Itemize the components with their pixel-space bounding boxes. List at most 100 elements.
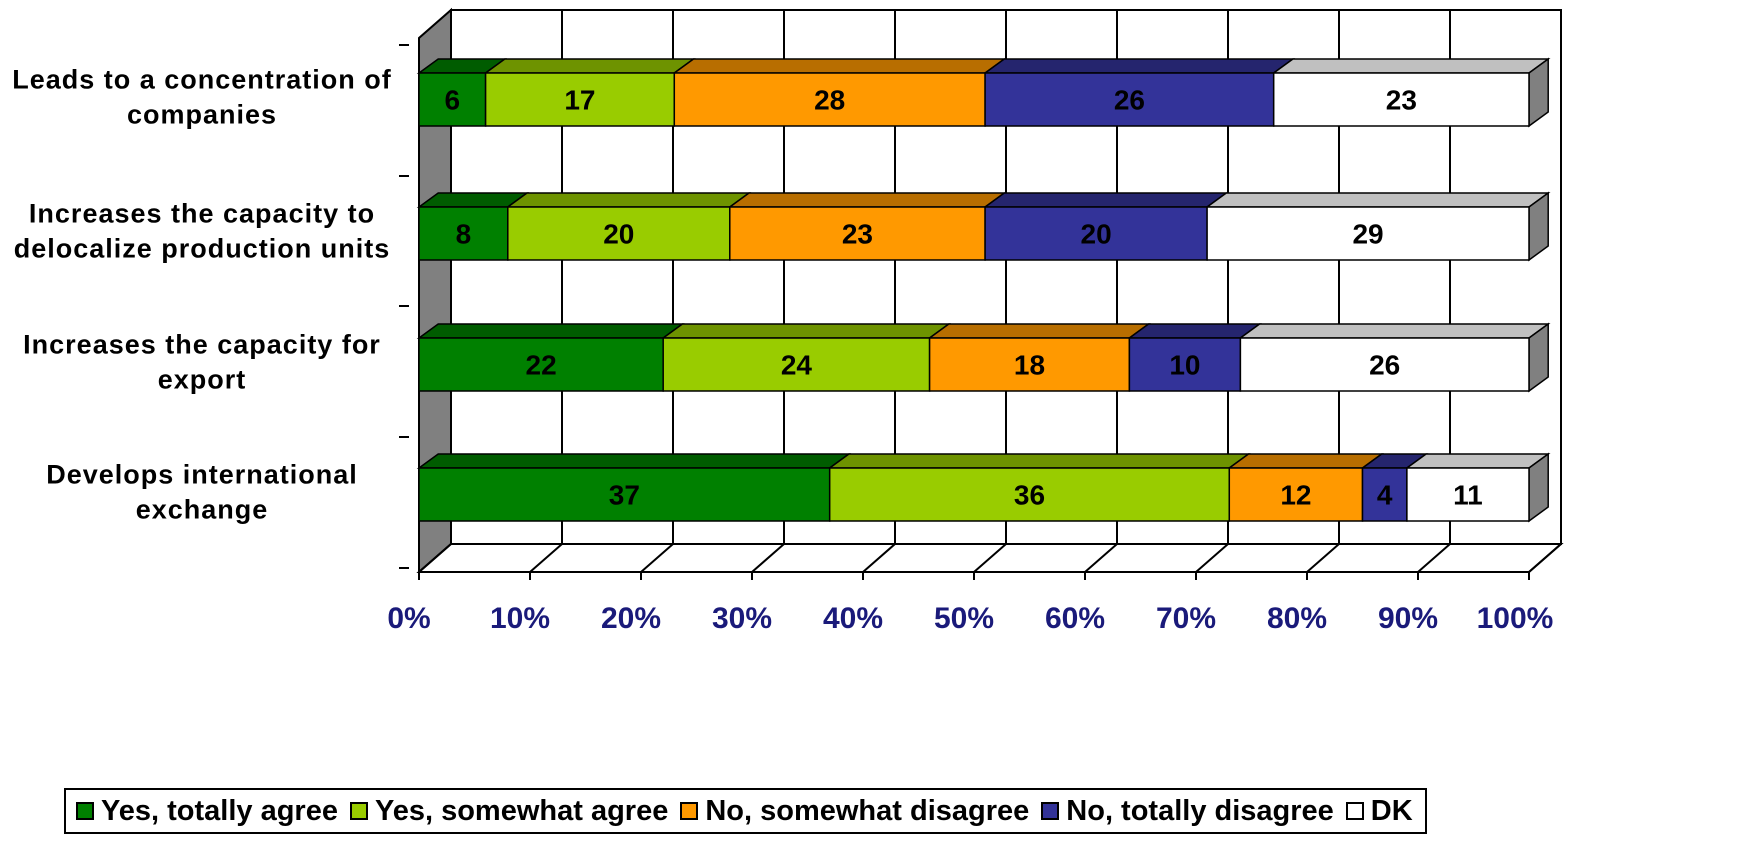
bar-segment-4-1: [1206, 206, 1530, 261]
legend-label: DK: [1370, 794, 1413, 827]
floor-gridline: [640, 543, 674, 573]
data-label: 8: [456, 219, 472, 250]
data-label: 4: [1377, 480, 1393, 511]
data-label: 29: [1352, 219, 1383, 250]
bar-segment-4-2: [1239, 337, 1530, 392]
data-label: 6: [445, 85, 461, 116]
data-label: 18: [1014, 350, 1045, 381]
bar-top-1-3: [827, 453, 1251, 469]
bar-segment-0-2: [418, 337, 664, 392]
bar-top-2-0: [671, 58, 1007, 74]
data-label: 37: [609, 480, 640, 511]
floor-gridline: [973, 543, 1007, 573]
legend-swatch: [1345, 802, 1364, 820]
bar-top-1-2: [660, 323, 952, 339]
bar-segment-1-2: [662, 337, 931, 392]
x-tick-label: 70%: [1156, 602, 1216, 635]
data-label: 26: [1369, 350, 1400, 381]
bar-top-0-2: [416, 323, 685, 339]
data-label: 17: [564, 85, 595, 116]
x-axis: 0% 10% 20% 30% 40% 50% 60% 70% 80% 90% 100%: [387, 44, 1554, 635]
bar-top-3-2: [1127, 323, 1262, 339]
legend-item-yes-somewhat-agree: Yes, somewhat agree: [349, 794, 669, 828]
category-label: Increases the capacity for: [23, 330, 381, 360]
category-label: exchange: [136, 495, 269, 525]
bar-segment-3-2: [1128, 337, 1242, 392]
data-label: 36: [1014, 480, 1045, 511]
legend-swatch: [349, 802, 368, 820]
bar-segment-2-1: [729, 206, 986, 261]
legend-label: No, totally disagree: [1066, 794, 1334, 827]
x-tick-label: 80%: [1267, 602, 1327, 635]
floor-gridline: [1306, 543, 1340, 573]
bar-top-2-2: [927, 323, 1151, 339]
category-label: companies: [127, 100, 277, 130]
bars: 6 17 28 26 23 8 20 23 20 29 22 24 18 10 26 37 36 12 4 11: [416, 57, 1551, 523]
legend-label: Yes, somewhat agree: [374, 794, 669, 827]
bar-top-1-0: [483, 58, 696, 74]
bar-segment-3-0: [984, 72, 1275, 127]
bar-segment-2-3: [1228, 467, 1364, 522]
data-label: 20: [1081, 219, 1112, 250]
bar-segment-0-1: [418, 206, 509, 261]
bar-top-3-0: [982, 58, 1296, 74]
category-label: export: [158, 365, 247, 395]
x-tick-label: 50%: [934, 602, 994, 635]
legend-item-dk: DK: [1345, 794, 1413, 828]
x-tick-label: 100%: [1477, 602, 1554, 635]
x-tick-label: 40%: [823, 602, 883, 635]
legend-swatch: [76, 802, 94, 820]
bar-segment-1-3: [828, 467, 1231, 522]
x-tick-label: 10%: [490, 602, 550, 635]
floor-gridline: [862, 543, 896, 573]
legend-item-no-totally-disagree: No, totally disagree: [1041, 795, 1334, 828]
category-label: delocalize production units: [14, 234, 391, 264]
bar-segment-0-3: [418, 467, 831, 522]
bar-segment-0-0: [418, 72, 487, 127]
data-label: 23: [1386, 85, 1417, 116]
bar-top-1-1: [505, 192, 752, 208]
bar-top-0-3: [416, 453, 852, 469]
category-label: Increases the capacity to: [29, 199, 375, 229]
bar-top-4-3: [1404, 453, 1551, 469]
floor-gridline: [751, 543, 785, 573]
data-label: 28: [814, 85, 845, 116]
x-tick-label: 0%: [387, 602, 430, 635]
x-tick-label: 20%: [601, 602, 661, 635]
data-label: 22: [526, 350, 557, 381]
bar-segment-4-0: [1272, 72, 1530, 127]
floor-gridline: [529, 543, 563, 573]
x-tick-label: 30%: [712, 602, 772, 635]
data-label: 23: [842, 219, 873, 250]
bar-top-3-1: [982, 192, 1229, 208]
data-label: 26: [1114, 85, 1145, 116]
bar-top-4-2: [1238, 323, 1551, 339]
bar-top-4-1: [1204, 192, 1551, 208]
legend-label: Yes, totally agree: [101, 794, 338, 827]
floor-gridline: [1417, 543, 1451, 573]
data-label: 12: [1280, 480, 1311, 511]
legend-item-yes-totally-agree: Yes, totally agree: [76, 795, 338, 828]
bar-top-2-1: [727, 192, 1007, 208]
bar-segment-1-0: [484, 72, 676, 127]
x-tick-label: 60%: [1045, 602, 1105, 635]
data-label: 10: [1169, 350, 1200, 381]
floor-gridline: [1195, 543, 1229, 573]
legend-swatch: [1041, 802, 1060, 820]
x-tick-label: 90%: [1378, 602, 1438, 635]
bar-top-2-3: [1226, 453, 1385, 469]
bar-top-4-0: [1271, 58, 1551, 74]
bar-segment-4-3: [1406, 467, 1530, 522]
category-labels: Leads to a concentration of companies Incr…: [12, 65, 392, 525]
floor-gridline: [1528, 543, 1562, 573]
data-label: 11: [1453, 480, 1483, 511]
bar-segment-2-2: [928, 337, 1131, 392]
category-label: Leads to a concentration of: [12, 65, 392, 95]
data-label: 20: [603, 219, 634, 250]
bar-segment-2-0: [673, 72, 986, 127]
floor-gridline: [1084, 543, 1118, 573]
legend-item-no-somewhat-disagree: No, somewhat disagree: [680, 795, 1029, 828]
legend-swatch: [680, 802, 699, 820]
category-label: Develops international: [46, 460, 358, 490]
